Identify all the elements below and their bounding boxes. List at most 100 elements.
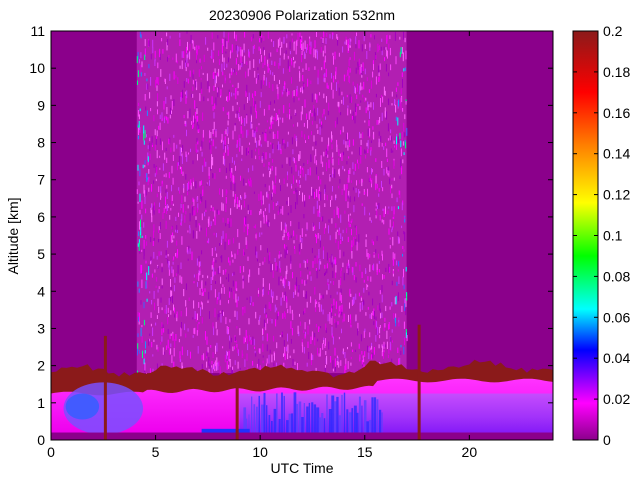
noise-speck: [320, 261, 322, 265]
noise-speck: [379, 308, 381, 312]
noise-speck: [146, 134, 147, 138]
noise-speck: [224, 241, 226, 250]
chart-title: 20230906 Polarization 532nm: [209, 7, 395, 23]
noise-speck: [304, 308, 306, 313]
noise-speck: [188, 181, 190, 190]
noise-speck: [357, 61, 359, 66]
noise-speck: [263, 163, 265, 167]
noise-speck: [180, 222, 182, 226]
noise-speck: [312, 222, 314, 227]
noise-speck: [334, 120, 336, 128]
noise-speck: [224, 270, 226, 275]
noise-speck: [333, 209, 335, 219]
noise-speck: [148, 338, 150, 342]
noise-speck: [195, 181, 197, 189]
noise-speck: [392, 252, 394, 261]
noise-speck: [263, 319, 265, 327]
noise-speck: [373, 308, 375, 316]
noise-speck: [175, 53, 177, 63]
noise-speck: [364, 192, 366, 195]
noise-speck: [193, 300, 195, 309]
noise-speck: [341, 91, 343, 96]
noise-speck: [249, 181, 251, 187]
noise-speck: [269, 70, 271, 75]
noise-speck: [281, 89, 283, 97]
noise-speck: [238, 242, 240, 249]
noise-speck: [156, 193, 158, 198]
noise-speck: [315, 149, 317, 157]
noise-speck: [333, 281, 335, 285]
noise-speck: [201, 88, 203, 94]
noise-speck: [155, 79, 157, 88]
noise-speck: [187, 350, 189, 356]
noise-speck: [176, 240, 178, 246]
noise-speck: [379, 325, 381, 329]
noise-speck: [334, 318, 336, 324]
noise-speck: [232, 69, 234, 73]
noise-speck: [236, 340, 238, 343]
noise-speck: [323, 151, 325, 157]
noise-speck: [258, 267, 260, 275]
noise-speck: [299, 248, 301, 255]
aerosol-streak: [318, 417, 322, 433]
noise-speck: [324, 344, 326, 349]
noise-speck: [296, 198, 298, 205]
noise-speck: [333, 298, 335, 306]
noise-speck: [251, 149, 253, 159]
noise-speck: [172, 177, 174, 185]
noise-speck: [187, 205, 189, 209]
noise-speck: [178, 339, 180, 343]
noise-speck: [293, 191, 295, 194]
aerosol-streak: [268, 415, 271, 433]
noise-speck: [281, 332, 283, 335]
noise-speck: [213, 232, 215, 236]
noise-speck: [157, 62, 159, 69]
noise-speck: [212, 207, 214, 212]
noise-speck: [180, 203, 182, 209]
noise-speck: [297, 363, 298, 370]
noise-speck: [169, 215, 171, 220]
noise-speck: [282, 138, 284, 146]
noise-speck: [225, 38, 227, 48]
noise-speck: [325, 323, 327, 331]
noise-speck: [284, 312, 286, 320]
noise-speck: [328, 159, 330, 169]
noise-speck: [273, 116, 275, 120]
noise-speck: [180, 219, 182, 226]
noise-speck: [223, 57, 225, 63]
noise-speck: [154, 60, 156, 66]
noise-speck: [260, 144, 262, 147]
noise-speck: [159, 155, 161, 158]
noise-speck: [210, 285, 212, 291]
noise-speck: [158, 306, 160, 314]
noise-speck: [211, 248, 213, 257]
noise-speck: [139, 193, 141, 202]
noise-speck: [185, 96, 187, 104]
noise-speck: [211, 138, 213, 141]
noise-speck: [260, 48, 261, 55]
noise-speck: [349, 37, 351, 45]
noise-speck: [209, 180, 210, 186]
noise-speck: [310, 41, 312, 50]
noise-speck: [334, 313, 336, 316]
noise-speck: [195, 313, 197, 322]
noise-speck: [201, 363, 203, 369]
noise-speck: [316, 32, 317, 37]
noise-speck: [330, 310, 332, 318]
daytime-noise-region: [136, 31, 408, 382]
noise-speck: [261, 34, 263, 38]
noise-speck: [219, 366, 221, 375]
noise-speck: [226, 63, 228, 68]
noise-speck: [351, 96, 352, 103]
noise-speck: [207, 218, 209, 224]
noise-speck: [395, 104, 397, 113]
noise-speck: [397, 347, 399, 353]
noise-speck: [377, 205, 378, 209]
noise-speck: [228, 89, 230, 94]
noise-speck: [308, 195, 310, 199]
plot-frame: [50, 30, 554, 441]
noise-speck: [340, 240, 342, 244]
noise-speck: [399, 36, 401, 40]
noise-speck: [306, 113, 308, 120]
noise-speck: [225, 175, 227, 179]
